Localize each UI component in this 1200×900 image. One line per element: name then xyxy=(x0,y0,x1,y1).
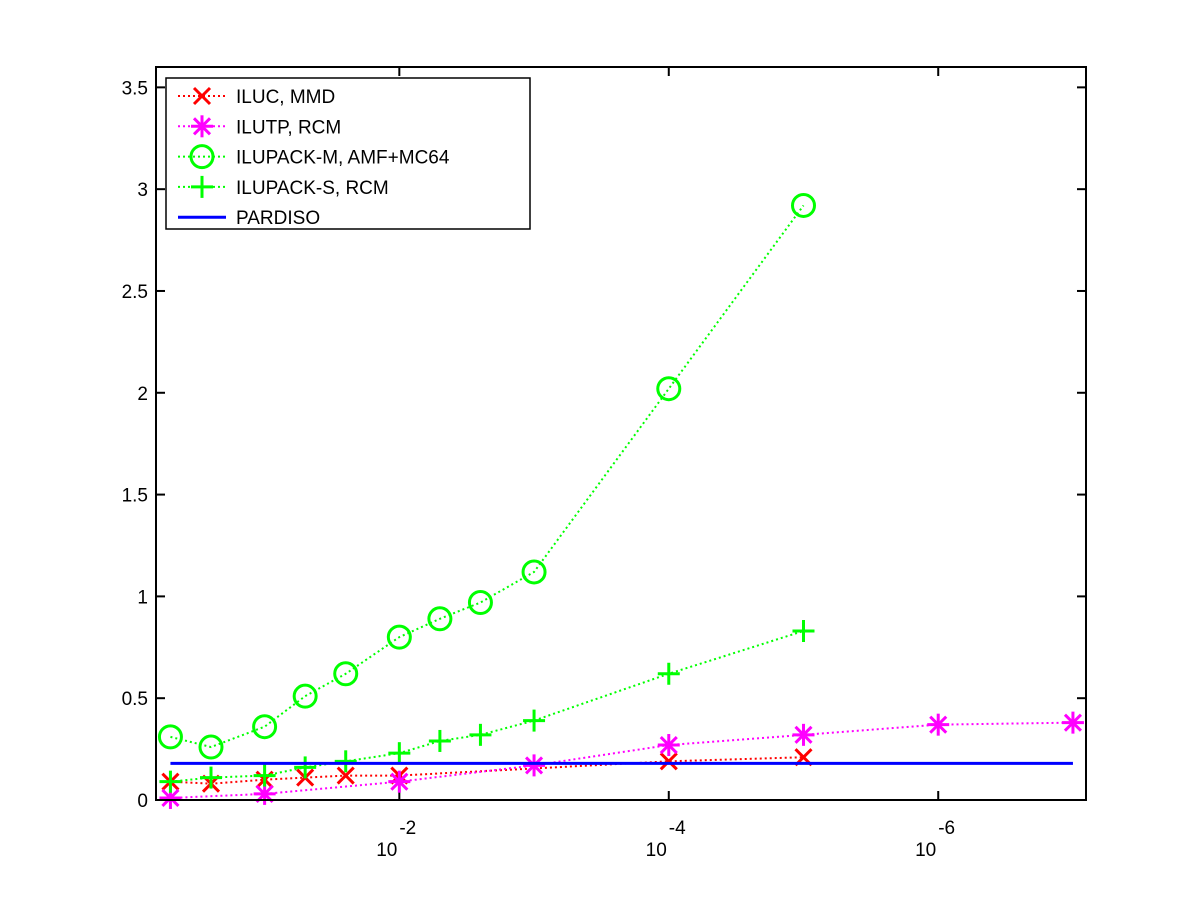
y-tick-label: 3.5 xyxy=(122,78,148,99)
marker-stroke xyxy=(192,86,212,106)
marker xyxy=(521,559,547,585)
marker xyxy=(1061,711,1084,734)
marker xyxy=(191,175,213,198)
marker xyxy=(189,144,215,170)
marker xyxy=(388,742,411,765)
marker xyxy=(252,714,278,740)
marker xyxy=(334,750,357,773)
marker xyxy=(192,86,212,106)
legend-label: ILUPACK-S, RCM xyxy=(236,178,389,199)
marker xyxy=(157,724,183,750)
marker xyxy=(790,192,816,218)
marker-stroke xyxy=(198,734,224,760)
marker xyxy=(388,770,411,793)
axes-frame xyxy=(155,66,1087,801)
marker xyxy=(427,606,453,632)
marker-stroke xyxy=(659,735,678,755)
marker xyxy=(199,766,222,789)
x-tick-exponent: -2 xyxy=(399,818,416,839)
marker xyxy=(659,752,678,771)
marker-stroke xyxy=(157,724,183,750)
marker-stroke xyxy=(390,772,409,791)
marker xyxy=(191,115,213,138)
marker xyxy=(523,709,546,732)
marker-stroke xyxy=(252,714,278,740)
x-tick-exponent: -4 xyxy=(669,818,686,839)
marker xyxy=(792,620,815,643)
marker xyxy=(469,723,492,746)
legend-label: PARDISO xyxy=(236,208,320,229)
x-tick-label: 10 xyxy=(915,840,936,861)
marker xyxy=(386,624,412,650)
y-tick-label: 1.5 xyxy=(122,486,148,507)
marker-stroke xyxy=(467,589,493,615)
series-line xyxy=(170,204,805,749)
marker xyxy=(523,754,546,777)
marker-stroke xyxy=(524,756,544,775)
marker-stroke xyxy=(386,624,412,650)
marker-stroke xyxy=(292,683,318,709)
marker-stroke xyxy=(189,144,215,170)
marker xyxy=(792,723,815,746)
marker xyxy=(159,770,182,793)
marker xyxy=(292,683,318,709)
marker-stroke xyxy=(929,715,948,734)
marker xyxy=(657,734,680,757)
marker-stroke xyxy=(656,376,682,402)
marker xyxy=(657,662,680,685)
marker-stroke xyxy=(790,192,816,218)
y-tick-label: 1 xyxy=(137,587,148,608)
legend-label: ILUTP, RCM xyxy=(236,117,341,138)
x-tick-label: 10 xyxy=(376,840,397,861)
marker xyxy=(253,764,276,787)
marker-stroke xyxy=(161,788,180,808)
marker-stroke xyxy=(192,117,212,136)
marker-stroke xyxy=(333,661,359,687)
marker xyxy=(336,766,355,785)
marker xyxy=(656,376,682,402)
marker xyxy=(467,589,493,615)
marker xyxy=(198,734,224,760)
marker xyxy=(333,661,359,687)
series-line xyxy=(170,756,804,785)
marker-stroke xyxy=(659,752,678,771)
series-line xyxy=(170,721,1073,799)
marker-stroke xyxy=(794,725,813,744)
marker xyxy=(927,713,950,736)
legend-label: ILUPACK-M, AMF+MC64 xyxy=(236,148,450,169)
legend-box xyxy=(165,77,531,230)
marker-stroke xyxy=(427,606,453,632)
marker-stroke xyxy=(1063,713,1083,732)
y-tick-label: 0 xyxy=(137,791,148,812)
y-tick-label: 2 xyxy=(137,384,148,405)
x-tick-exponent: -6 xyxy=(938,818,955,839)
y-tick-label: 0.5 xyxy=(122,689,148,710)
marker-stroke xyxy=(336,766,355,785)
marker xyxy=(294,756,317,779)
x-tick-label: 10 xyxy=(646,840,667,861)
legend: ILUC, MMD ILUTP, RCM ILUPACK-M, AMF+MC64 IL… xyxy=(165,77,531,230)
y-tick-label: 3 xyxy=(137,180,148,201)
marker-stroke xyxy=(521,559,547,585)
y-tick-label: 2.5 xyxy=(122,282,148,303)
marker xyxy=(428,729,451,752)
legend-label: ILUC, MMD xyxy=(236,87,335,108)
